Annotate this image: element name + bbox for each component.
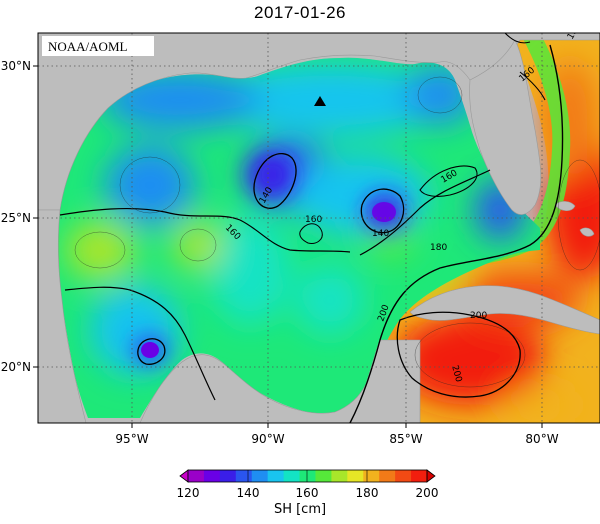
lon-label-90w: 90°W (251, 432, 284, 446)
map-frame (37, 32, 600, 424)
lat-label-30n: 30°N (1, 59, 31, 73)
colorbar-tick-140: 140 (237, 486, 260, 500)
lon-label-80w: 80°W (525, 432, 558, 446)
colorbar: 120 140 160 180 200 (177, 469, 439, 500)
colorbar-segment (251, 470, 269, 482)
credit-label: NOAA/AOML (48, 39, 128, 54)
colorbar-segment (267, 470, 285, 482)
colorbar-segment (299, 470, 316, 482)
colorbar-low-arrow (179, 469, 189, 483)
colorbar-segment (379, 470, 396, 482)
colorbar-segment (395, 470, 412, 482)
colorbar-unit-label: SH [cm] (273, 502, 327, 517)
svg-text:180: 180 (430, 243, 447, 253)
triangle-marker (314, 96, 326, 106)
colorbar-tick-120: 120 (177, 486, 200, 500)
colorbar-segment (331, 470, 348, 482)
colorbar-segments (188, 470, 428, 482)
colorbar-segment (283, 470, 301, 482)
graticule (38, 33, 600, 423)
svg-text:160: 160 (305, 215, 322, 225)
colorbar-high-arrow (426, 469, 436, 483)
colorbar-segment (235, 470, 253, 482)
svg-text:200: 200 (449, 364, 463, 383)
colorbar-segment (411, 470, 428, 482)
colorbar-segment (219, 470, 237, 482)
minor-contours (74, 76, 600, 388)
lon-label-95w: 95°W (115, 432, 148, 446)
lat-label-25n: 25°N (1, 211, 31, 225)
svg-text:180: 180 (566, 21, 583, 41)
colorbar-segment (347, 470, 364, 482)
lat-label-20n: 20°N (1, 360, 31, 374)
contour-lines (59, 33, 564, 423)
credit-box (42, 36, 154, 56)
colorbar-segment (315, 470, 332, 482)
colorbar-tick-160: 160 (296, 486, 319, 500)
colorbar-segment (188, 470, 205, 482)
lon-label-85w: 85°W (389, 432, 422, 446)
axis-ticks (33, 65, 543, 428)
colorbar-tick-180: 180 (356, 486, 379, 500)
colorbar-tick-200: 200 (416, 486, 439, 500)
map-title: 2017-01-26 (254, 3, 346, 22)
colorbar-segment (363, 470, 380, 482)
colorbar-frame (187, 469, 428, 483)
colorbar-segment (203, 470, 221, 482)
svg-text:140: 140 (372, 229, 389, 239)
svg-text:200: 200 (470, 311, 487, 321)
